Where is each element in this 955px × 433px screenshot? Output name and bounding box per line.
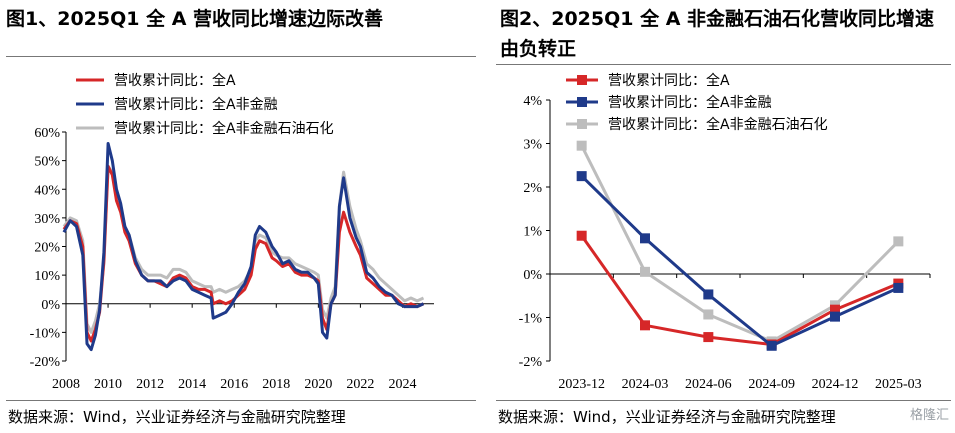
series-marker (703, 332, 714, 343)
legend-label: 营收累计同比：全A (114, 72, 236, 89)
x-tick-label: 2012 (136, 377, 164, 392)
series-marker (830, 304, 840, 315)
left-source-divider (6, 400, 476, 401)
series-marker (830, 311, 840, 322)
series-marker (893, 236, 904, 247)
legend-label: 营收累计同比：全A (608, 72, 730, 89)
series-line (62, 164, 425, 343)
watermark: 格隆汇 (909, 408, 949, 423)
series-line (580, 145, 900, 343)
legend-label: 营收累计同比：全A非金融 (114, 96, 278, 113)
x-tick-label: 2008 (52, 377, 80, 392)
y-tick-label: -20% (30, 355, 61, 370)
series-marker (576, 140, 587, 151)
y-tick-label: 0% (523, 268, 542, 283)
series-marker (703, 289, 714, 300)
legend-label: 营收累计同比：全A非金融石油石化 (608, 116, 828, 133)
legend-marker (577, 119, 587, 129)
y-tick-label: 50% (34, 155, 60, 170)
y-tick-label: 2% (523, 181, 542, 196)
y-tick-label: 40% (34, 183, 60, 198)
x-tick-label: 2010 (94, 377, 122, 392)
x-tick-label: 2023-12 (558, 377, 605, 392)
y-tick-label: 3% (523, 138, 542, 153)
left-chart-panel: 图1、2025Q1 全 A 营收同比增速边际改善 60% 50% 40% 30% 20%… (6, 8, 476, 426)
left-line-chart: 60% 50% 40% 30% 20% 10% 0% -10% -20% 2008 2010 2012… (30, 72, 434, 392)
y-tick-label: -10% (30, 326, 61, 341)
series-line (580, 175, 899, 348)
series-marker (703, 309, 714, 320)
right-chart-title: 图2、2025Q1 全 A 非金融石油石化营收同比增速由负转正 (500, 8, 935, 60)
legend-label: 营收累计同比：全A非金融 (608, 94, 772, 111)
right-title-divider (496, 64, 951, 65)
x-tick-label: 2020 (304, 377, 332, 392)
series-line (62, 142, 425, 352)
series-marker (640, 233, 650, 244)
series-marker (576, 171, 587, 182)
series-marker (893, 282, 904, 293)
x-tick-label: 2024-06 (685, 377, 732, 392)
left-chart-title: 图1、2025Q1 全 A 营收同比增速边际改善 (6, 8, 384, 30)
x-tick-label: 2024-12 (812, 377, 859, 392)
series-marker (640, 320, 650, 331)
series-marker (766, 340, 777, 351)
legend-marker (577, 97, 587, 107)
x-tick-label: 2025-03 (875, 377, 922, 392)
y-tick-label: 1% (523, 225, 542, 240)
y-tick-label: -2% (519, 355, 543, 370)
y-tick-label: 4% (523, 94, 542, 109)
y-tick-label: -1% (519, 312, 543, 327)
left-title-divider (6, 56, 476, 57)
y-tick-label: 0% (41, 298, 60, 313)
y-tick-label: 30% (34, 212, 60, 227)
x-tick-label: 2024 (388, 377, 416, 392)
legend-marker (577, 75, 587, 85)
series-marker (576, 230, 587, 241)
series-marker (640, 266, 650, 277)
x-tick-label: 2022 (346, 377, 374, 392)
series-line (580, 234, 899, 346)
right-source-note: 数据来源：Wind，兴业证券经济与金融研究院整理 (498, 408, 836, 426)
x-tick-label: 2024-09 (748, 377, 795, 392)
x-tick-label: 2018 (262, 377, 290, 392)
x-tick-label: 2016 (220, 377, 248, 392)
x-tick-label: 2014 (178, 377, 206, 392)
right-line-chart: 4% 3% 2% 1% 0% -1% -2% 2023-12 2024-03 2024-06 202… (519, 72, 931, 392)
y-tick-label: 20% (34, 241, 60, 256)
legend-label: 营收累计同比：全A非金融石油石化 (114, 120, 334, 137)
x-tick-label: 2024-03 (622, 377, 669, 392)
left-source-note: 数据来源：Wind，兴业证券经济与金融研究院整理 (8, 408, 346, 426)
right-chart-panel: 图2、2025Q1 全 A 非金融石油石化营收同比增速由负转正 4% 3% 2% 1%… (490, 0, 955, 433)
y-tick-label: 60% (34, 126, 60, 141)
y-tick-label: 10% (34, 269, 60, 284)
right-source-divider (496, 400, 951, 401)
